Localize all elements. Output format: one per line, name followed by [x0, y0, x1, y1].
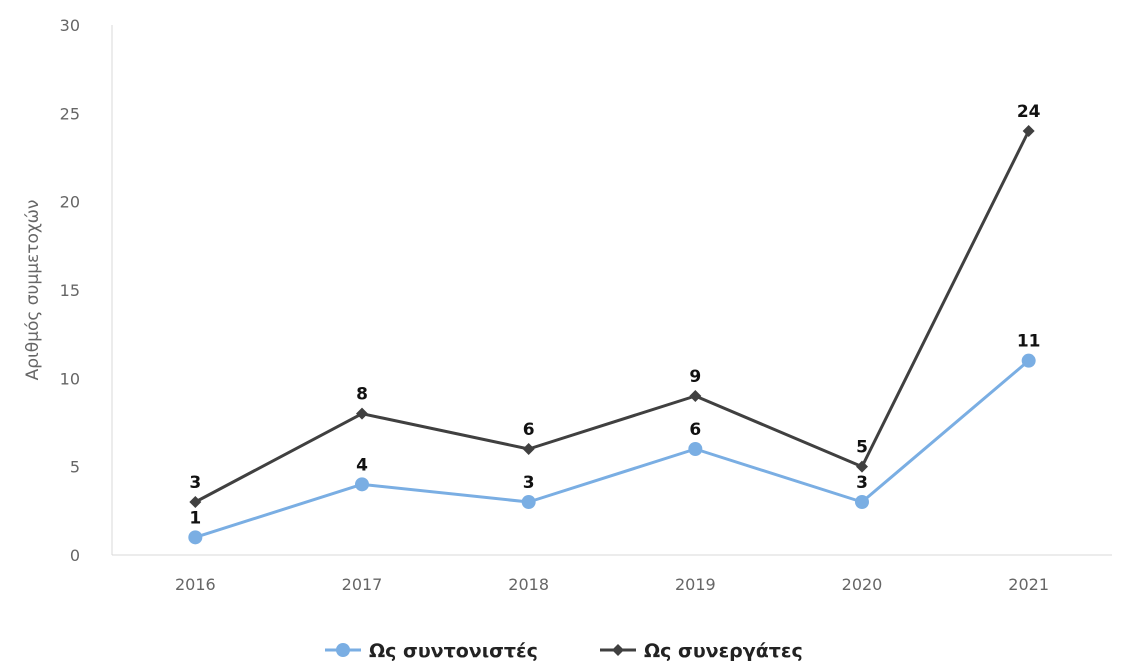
- y-tick-label: 15: [60, 281, 80, 300]
- data-label: 9: [689, 367, 701, 387]
- data-point: [688, 442, 703, 456]
- x-tick-label: 2019: [675, 575, 716, 594]
- data-label: 24: [1017, 102, 1041, 122]
- x-tick-label: 2020: [842, 575, 883, 594]
- y-tick-labels: 0 5 10 15 20 25 30: [60, 16, 80, 565]
- series-line-1: [194, 130, 1031, 504]
- data-label: 3: [523, 473, 535, 493]
- data-point: [689, 390, 702, 402]
- y-tick-label: 0: [70, 546, 80, 565]
- data-labels: 1 4 3 6 3 11 3 8 6 9 5 24: [189, 102, 1040, 528]
- data-label: 1: [189, 508, 201, 528]
- data-label: 8: [356, 385, 368, 405]
- data-label: 5: [856, 438, 868, 458]
- data-label: 6: [523, 420, 535, 440]
- y-axis-title: Αριθμός συμμετοχών: [23, 200, 43, 381]
- legend-label: Ως συνεργάτες: [644, 640, 803, 662]
- data-label: 4: [356, 455, 368, 475]
- data-point: [1022, 125, 1035, 137]
- data-point: [355, 477, 369, 492]
- data-point: [855, 495, 869, 509]
- y-tick-label: 30: [60, 16, 80, 35]
- y-tick-label: 25: [60, 104, 80, 123]
- legend-marker: [336, 643, 350, 657]
- data-point: [1021, 353, 1036, 368]
- data-point: [856, 460, 868, 473]
- legend: Ως συντονιστές Ως συνεργάτες: [325, 640, 803, 662]
- x-tick-label: 2018: [508, 575, 549, 594]
- series-layer: [188, 125, 1036, 545]
- x-tick-label: 2021: [1008, 575, 1049, 594]
- x-tick-label: 2017: [342, 575, 383, 594]
- data-point: [521, 495, 536, 509]
- y-tick-label: 20: [60, 193, 80, 212]
- data-label: 3: [189, 473, 201, 493]
- x-tick-labels: 2016 2017 2018 2019 2020 2021: [175, 575, 1049, 594]
- series-line-0: [194, 359, 1030, 539]
- data-point: [188, 530, 203, 545]
- legend-marker: [612, 644, 624, 656]
- data-label: 11: [1017, 332, 1041, 352]
- x-tick-label: 2016: [175, 575, 216, 594]
- data-point: [356, 407, 368, 420]
- data-point: [189, 496, 202, 508]
- y-tick-label: 5: [70, 458, 80, 477]
- data-label: 3: [856, 473, 868, 493]
- axes: [111, 25, 1112, 556]
- y-tick-label: 10: [60, 369, 80, 388]
- data-label: 6: [689, 420, 701, 440]
- legend-label: Ως συντονιστές: [369, 640, 538, 662]
- data-point: [522, 443, 535, 455]
